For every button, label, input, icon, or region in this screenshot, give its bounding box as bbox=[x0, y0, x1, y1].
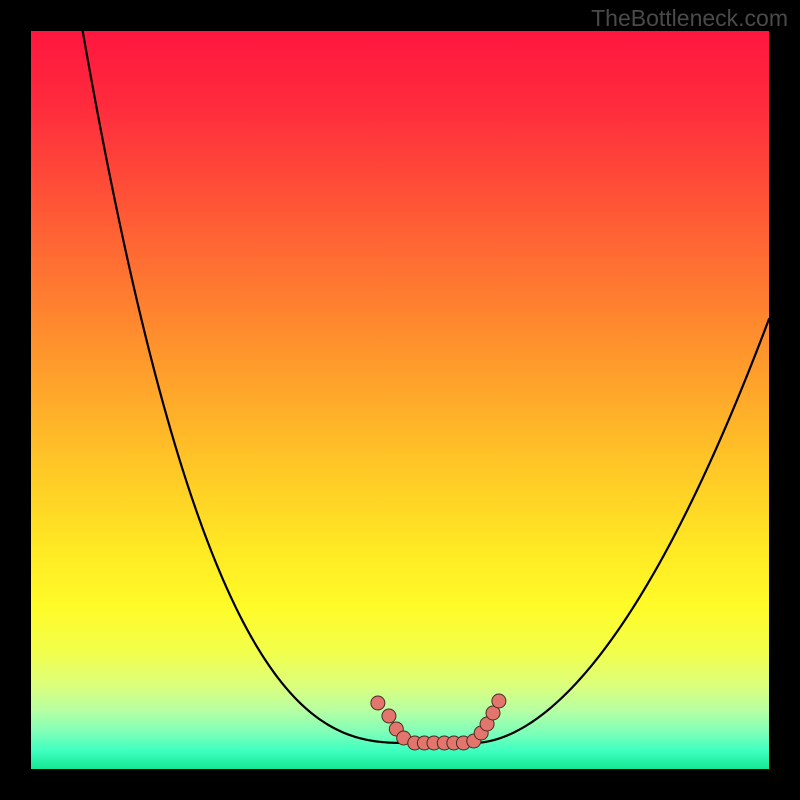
curve-layer bbox=[31, 31, 769, 769]
plot-area bbox=[31, 31, 769, 769]
watermark-text: TheBottleneck.com bbox=[591, 5, 788, 32]
data-marker bbox=[492, 694, 506, 708]
chart-stage: TheBottleneck.com bbox=[0, 0, 800, 800]
bottleneck-curve bbox=[83, 31, 769, 743]
data-marker bbox=[382, 709, 396, 723]
data-marker bbox=[371, 696, 385, 710]
